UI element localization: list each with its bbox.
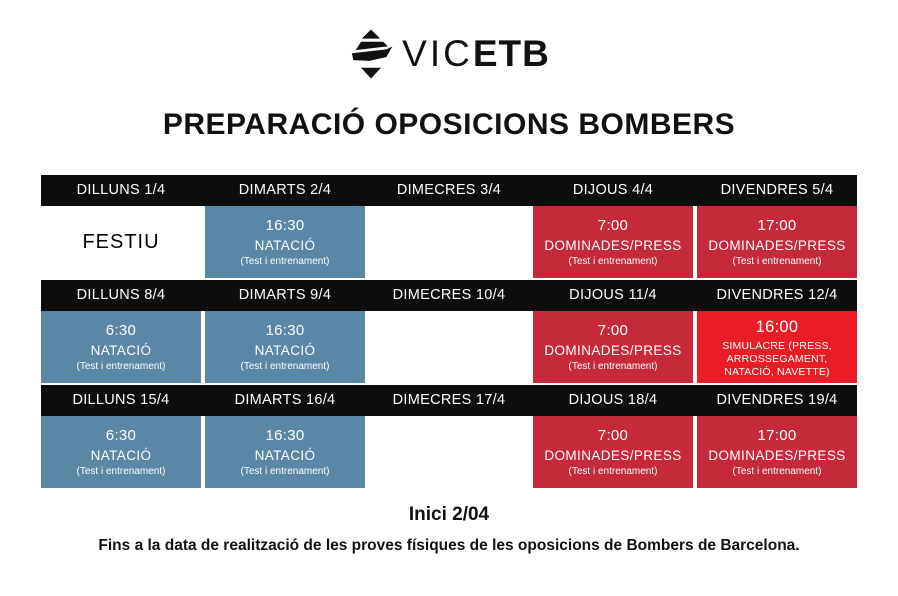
session-note: (Test i entrenament) — [732, 256, 822, 267]
session-note: (Test i entrenament) — [568, 256, 658, 267]
session-note: (Test i entrenament) — [732, 466, 822, 477]
session-activity: NATACIÓ — [254, 238, 316, 253]
day-header: DIJOUS 18/4 — [533, 385, 693, 416]
week3-cells-row: 6:30 NATACIÓ (Test i entrenament) 16:30 … — [41, 416, 857, 488]
footer-note-text: Fins a la data de realització de les pro… — [98, 537, 800, 554]
session-activity: SIMULACRE (PRESS, ARROSSEGAMENT, NATACIÓ… — [722, 339, 832, 378]
week2-cells-row: 6:30 NATACIÓ (Test i entrenament) 16:30 … — [41, 311, 857, 383]
session-note: (Test i entrenament) — [240, 466, 330, 477]
day-header: DIJOUS 11/4 — [533, 280, 693, 311]
schedule-cell-empty — [369, 416, 529, 488]
festiu-label: FESTIU — [82, 230, 160, 253]
brand-wordmark: VIC ETB — [402, 33, 550, 75]
day-header: DIVENDRES 5/4 — [697, 175, 857, 206]
day-header: DIMECRES 10/4 — [369, 280, 529, 311]
brand-wordmark-etb: ETB — [472, 33, 550, 74]
schedule-cell-empty — [369, 311, 529, 383]
week3-header-row: DILLUNS 15/4 DIMARTS 16/4 DIMECRES 17/4 … — [41, 385, 857, 416]
schedule-cell-natacio: 16:30 NATACIÓ (Test i entrenament) — [205, 206, 365, 278]
session-activity: DOMINADES/PRESS — [544, 343, 682, 358]
schedule-cell-festiu: FESTIU — [41, 206, 201, 278]
schedule-cell-simulacre: 16:00 SIMULACRE (PRESS, ARROSSEGAMENT, N… — [697, 311, 857, 383]
session-activity: NATACIÓ — [90, 343, 152, 358]
session-time: 16:30 — [265, 217, 305, 234]
session-activity: DOMINADES/PRESS — [708, 448, 846, 463]
session-time: 16:00 — [755, 317, 799, 336]
day-header: DILLUNS 1/4 — [41, 175, 201, 206]
session-note: (Test i entrenament) — [76, 466, 166, 477]
session-time: 16:30 — [265, 322, 305, 339]
schedule-table: DILLUNS 1/4 DIMARTS 2/4 DIMECRES 3/4 DIJ… — [41, 175, 857, 488]
day-header: DIMECRES 3/4 — [369, 175, 529, 206]
vicetb-diamond-icon — [348, 28, 394, 80]
schedule-cell-natacio: 16:30 NATACIÓ (Test i entrenament) — [205, 311, 365, 383]
start-date-text: Inici 2/04 — [408, 504, 490, 525]
session-note: (Test i entrenament) — [568, 361, 658, 372]
session-note: (Test i entrenament) — [568, 466, 658, 477]
schedule-cell-natacio: 16:30 NATACIÓ (Test i entrenament) — [205, 416, 365, 488]
session-time: 17:00 — [757, 427, 797, 444]
day-header: DIMARTS 16/4 — [205, 385, 365, 416]
schedule-cell-dominades: 7:00 DOMINADES/PRESS (Test i entrenament… — [533, 311, 693, 383]
brand-logo: VIC ETB — [0, 0, 898, 84]
schedule-cell-dominades: 7:00 DOMINADES/PRESS (Test i entrenament… — [533, 416, 693, 488]
brand-wordmark-vic: VIC — [402, 33, 473, 74]
session-time: 7:00 — [597, 217, 629, 234]
session-time: 7:00 — [597, 322, 629, 339]
day-header: DILLUNS 8/4 — [41, 280, 201, 311]
day-header: DILLUNS 15/4 — [41, 385, 201, 416]
session-activity: NATACIÓ — [90, 448, 152, 463]
session-activity: DOMINADES/PRESS — [544, 238, 682, 253]
session-note: (Test i entrenament) — [240, 361, 330, 372]
session-activity: DOMINADES/PRESS — [708, 238, 846, 253]
week2-header-row: DILLUNS 8/4 DIMARTS 9/4 DIMECRES 10/4 DI… — [41, 280, 857, 311]
day-header: DIVENDRES 12/4 — [697, 280, 857, 311]
schedule-cell-dominades: 17:00 DOMINADES/PRESS (Test i entrenamen… — [697, 416, 857, 488]
day-header: DIVENDRES 19/4 — [697, 385, 857, 416]
schedule-cell-natacio: 6:30 NATACIÓ (Test i entrenament) — [41, 416, 201, 488]
session-time: 17:00 — [757, 217, 797, 234]
day-header: DIMECRES 17/4 — [369, 385, 529, 416]
schedule-cell-dominades: 17:00 DOMINADES/PRESS (Test i entrenamen… — [697, 206, 857, 278]
day-header: DIMARTS 2/4 — [205, 175, 365, 206]
session-activity: DOMINADES/PRESS — [544, 448, 682, 463]
schedule-cell-natacio: 6:30 NATACIÓ (Test i entrenament) — [41, 311, 201, 383]
session-activity: NATACIÓ — [254, 343, 316, 358]
page-title: PREPARACIÓ OPOSICIONS BOMBERS — [162, 108, 736, 141]
session-note: (Test i entrenament) — [76, 361, 166, 372]
day-header: DIJOUS 4/4 — [533, 175, 693, 206]
session-time: 16:30 — [265, 427, 305, 444]
session-time: 7:00 — [597, 427, 629, 444]
session-note: (Test i entrenament) — [240, 256, 330, 267]
session-time: 6:30 — [105, 322, 137, 339]
session-time: 6:30 — [105, 427, 137, 444]
day-header: DIMARTS 9/4 — [205, 280, 365, 311]
session-activity: NATACIÓ — [254, 448, 316, 463]
week1-header-row: DILLUNS 1/4 DIMARTS 2/4 DIMECRES 3/4 DIJ… — [41, 175, 857, 206]
schedule-cell-empty — [369, 206, 529, 278]
schedule-cell-dominades: 7:00 DOMINADES/PRESS (Test i entrenament… — [533, 206, 693, 278]
week1-cells-row: FESTIU 16:30 NATACIÓ (Test i entrenament… — [41, 206, 857, 278]
